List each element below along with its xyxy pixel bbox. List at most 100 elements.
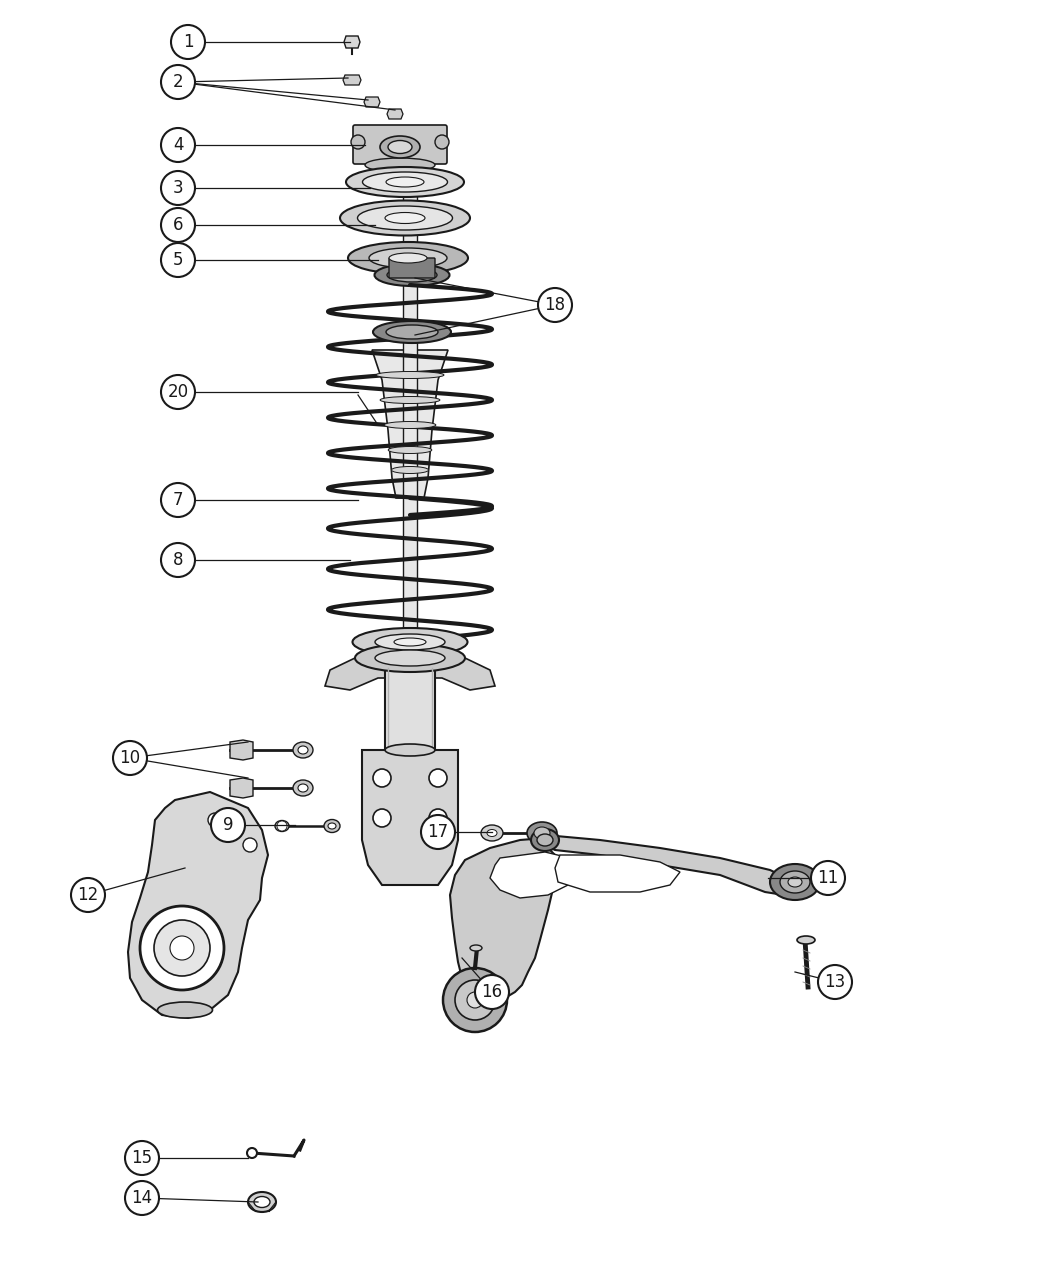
Ellipse shape [481, 825, 503, 842]
Text: 11: 11 [817, 870, 839, 887]
Text: 8: 8 [173, 551, 184, 569]
Polygon shape [326, 658, 495, 690]
Circle shape [161, 244, 195, 277]
Circle shape [818, 965, 852, 1000]
Ellipse shape [387, 268, 437, 282]
Text: 10: 10 [120, 748, 141, 768]
Text: 7: 7 [173, 491, 184, 509]
Ellipse shape [380, 136, 420, 158]
Circle shape [161, 543, 195, 578]
Ellipse shape [780, 871, 810, 892]
Ellipse shape [375, 634, 445, 650]
Polygon shape [545, 835, 795, 896]
Circle shape [161, 208, 195, 242]
Ellipse shape [394, 638, 426, 646]
Ellipse shape [487, 830, 497, 836]
Polygon shape [343, 75, 361, 85]
Ellipse shape [385, 745, 435, 756]
Ellipse shape [355, 644, 465, 672]
Circle shape [208, 813, 222, 827]
Ellipse shape [293, 742, 313, 759]
Circle shape [161, 128, 195, 162]
Circle shape [140, 907, 224, 989]
Circle shape [161, 483, 195, 516]
Circle shape [161, 65, 195, 99]
Ellipse shape [534, 827, 550, 839]
Ellipse shape [797, 936, 815, 944]
Ellipse shape [375, 650, 445, 666]
Circle shape [170, 936, 194, 960]
Circle shape [161, 171, 195, 205]
Ellipse shape [537, 834, 553, 847]
FancyBboxPatch shape [388, 258, 435, 278]
Text: 1: 1 [183, 33, 193, 51]
Circle shape [435, 135, 449, 149]
Text: 3: 3 [172, 179, 184, 198]
Polygon shape [344, 36, 360, 48]
Polygon shape [387, 108, 403, 119]
Polygon shape [230, 778, 253, 798]
Circle shape [811, 861, 845, 895]
Text: 14: 14 [131, 1190, 152, 1207]
Text: 15: 15 [131, 1149, 152, 1167]
Ellipse shape [470, 945, 482, 951]
Text: 13: 13 [824, 973, 845, 991]
Polygon shape [362, 750, 458, 885]
Ellipse shape [369, 249, 447, 268]
Ellipse shape [340, 200, 470, 236]
FancyBboxPatch shape [353, 125, 447, 164]
Ellipse shape [386, 177, 424, 187]
Ellipse shape [298, 784, 308, 792]
Circle shape [211, 808, 245, 842]
Ellipse shape [362, 172, 447, 193]
Ellipse shape [385, 213, 425, 223]
Circle shape [538, 288, 572, 323]
Ellipse shape [275, 821, 289, 831]
Polygon shape [490, 852, 575, 898]
Circle shape [373, 810, 391, 827]
Circle shape [467, 992, 483, 1009]
Ellipse shape [357, 207, 453, 230]
Polygon shape [230, 740, 253, 760]
Text: 18: 18 [545, 296, 566, 314]
Text: 2: 2 [172, 73, 184, 91]
Polygon shape [450, 838, 555, 1000]
Circle shape [277, 821, 287, 831]
Ellipse shape [328, 822, 336, 829]
Ellipse shape [248, 1192, 276, 1213]
Polygon shape [555, 856, 680, 892]
Ellipse shape [788, 877, 802, 887]
Ellipse shape [388, 140, 412, 153]
Text: 6: 6 [173, 215, 184, 235]
Polygon shape [364, 97, 380, 107]
Ellipse shape [373, 321, 452, 343]
Circle shape [125, 1181, 159, 1215]
Ellipse shape [348, 242, 468, 274]
Ellipse shape [527, 822, 556, 844]
Ellipse shape [375, 264, 449, 286]
Ellipse shape [158, 1002, 212, 1017]
Ellipse shape [298, 746, 308, 754]
Circle shape [455, 980, 495, 1020]
Circle shape [351, 135, 365, 149]
Circle shape [113, 741, 147, 775]
FancyBboxPatch shape [385, 668, 435, 750]
Text: 4: 4 [173, 136, 184, 154]
Text: 17: 17 [427, 822, 448, 842]
Circle shape [421, 815, 455, 849]
Ellipse shape [384, 422, 436, 428]
Circle shape [475, 975, 509, 1009]
Ellipse shape [376, 371, 444, 379]
Ellipse shape [346, 167, 464, 198]
Circle shape [443, 968, 507, 1031]
Circle shape [429, 810, 447, 827]
Polygon shape [372, 351, 448, 499]
Ellipse shape [365, 158, 435, 172]
Circle shape [247, 1148, 257, 1158]
Ellipse shape [386, 325, 438, 339]
Ellipse shape [380, 397, 440, 403]
Circle shape [171, 26, 205, 59]
Ellipse shape [392, 467, 428, 473]
Ellipse shape [388, 252, 427, 263]
Text: 5: 5 [173, 251, 184, 269]
